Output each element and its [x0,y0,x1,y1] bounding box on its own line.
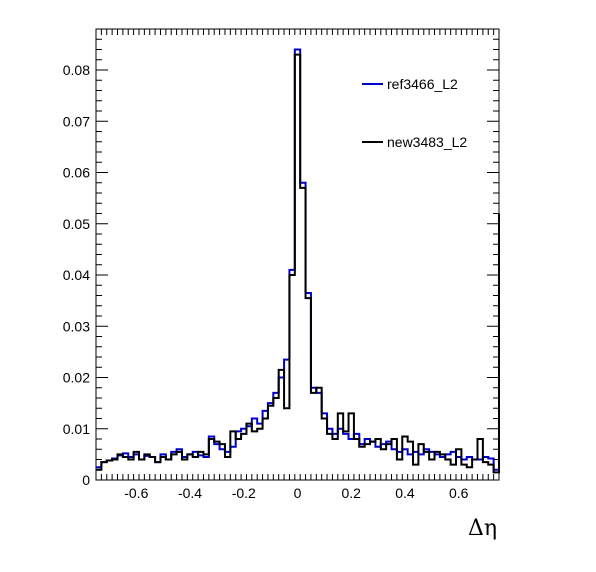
y-tick-label: 0.08 [63,62,90,78]
series-line-new3483_L2 [96,53,500,474]
tick-labels: -0.6 -0.4 -0.2 0 0.2 0.4 0.6 0 0.01 0.02 0.03 0.04 0… [63,62,469,501]
y-tick-label: 0.05 [63,216,90,232]
x-tick-label: 0.2 [341,485,361,501]
legend-label-new: new3483_L2 [387,134,467,150]
axis-ticks [95,28,500,481]
series-line-ref3466_L2 [96,48,499,471]
plot-frame [95,28,500,481]
x-tick-label: 0.4 [395,485,415,501]
x-tick-label: -0.6 [124,485,148,501]
x-tick-label: -0.2 [232,485,256,501]
legend: ref3466_L2 new3483_L2 [362,76,467,150]
y-tick-label: 0.07 [63,113,90,129]
y-tick-label: 0.01 [63,421,90,437]
x-axis-title: Δη [468,516,497,541]
legend-label-ref: ref3466_L2 [387,76,458,92]
y-tick-label: 0.02 [63,370,90,386]
x-tick-label: 0 [294,485,302,501]
x-tick-label: -0.4 [178,485,202,501]
plot-area-border [95,28,500,481]
series-group [96,48,500,474]
y-tick-label: 0.04 [63,267,90,283]
y-tick-label: 0 [82,472,90,488]
x-tick-label: 0.6 [449,485,469,501]
y-tick-label: 0.03 [63,318,90,334]
y-tick-label: 0.06 [63,165,90,181]
